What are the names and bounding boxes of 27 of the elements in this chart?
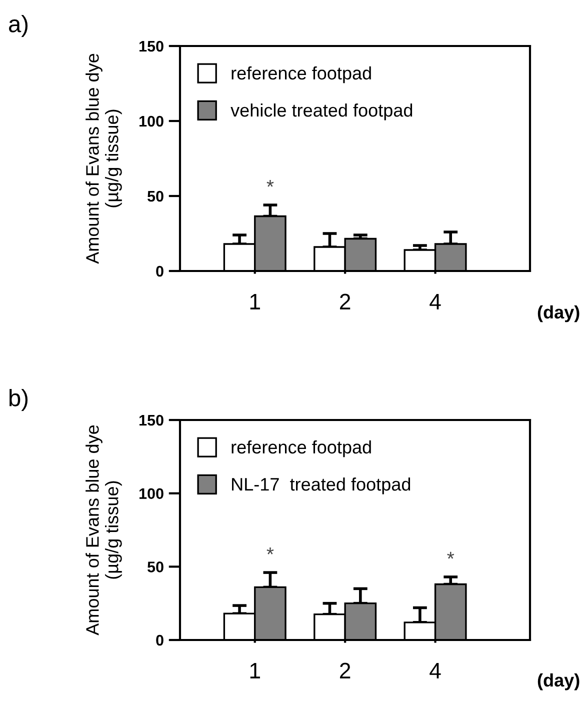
y-tick-label: 150: [140, 414, 164, 426]
y-axis-title: Amount of Evans blue dye (µg/g tissue): [86, 425, 122, 636]
x-tick-label: 1: [250, 663, 260, 678]
annotation: *: [266, 180, 274, 187]
y-tick-label: 100: [140, 116, 164, 127]
y-tick-label: 0: [156, 634, 164, 646]
x-axis-title: (day): [538, 673, 580, 690]
annotation: *: [266, 548, 274, 554]
y-tick-label: 0: [156, 266, 164, 277]
x-axis-title: (day): [538, 305, 580, 322]
legend-label: NL-17 treated footpad: [232, 477, 410, 494]
y-tick-label: 100: [140, 488, 164, 500]
x-tick-label: 4: [430, 663, 441, 678]
text: a): [9, 14, 28, 37]
x-tick-label: 4: [430, 294, 441, 310]
legend-label: vehicle treated footpad: [230, 103, 412, 120]
text: b): [10, 388, 28, 411]
y-tick-label: 50: [148, 190, 164, 202]
x-tick-label: 1: [250, 294, 260, 310]
x-tick-label: 2: [340, 662, 350, 678]
legend-label: reference footpad: [232, 440, 371, 458]
y-tick-label: 50: [148, 562, 164, 572]
y-axis-title: Amount of Evans blue dye (µg/g tissue): [86, 54, 122, 264]
annotation: *: [447, 552, 454, 559]
y-tick-label: 150: [140, 40, 164, 52]
legend-label: reference footpad: [232, 66, 371, 84]
x-tick-label: 2: [340, 294, 350, 310]
